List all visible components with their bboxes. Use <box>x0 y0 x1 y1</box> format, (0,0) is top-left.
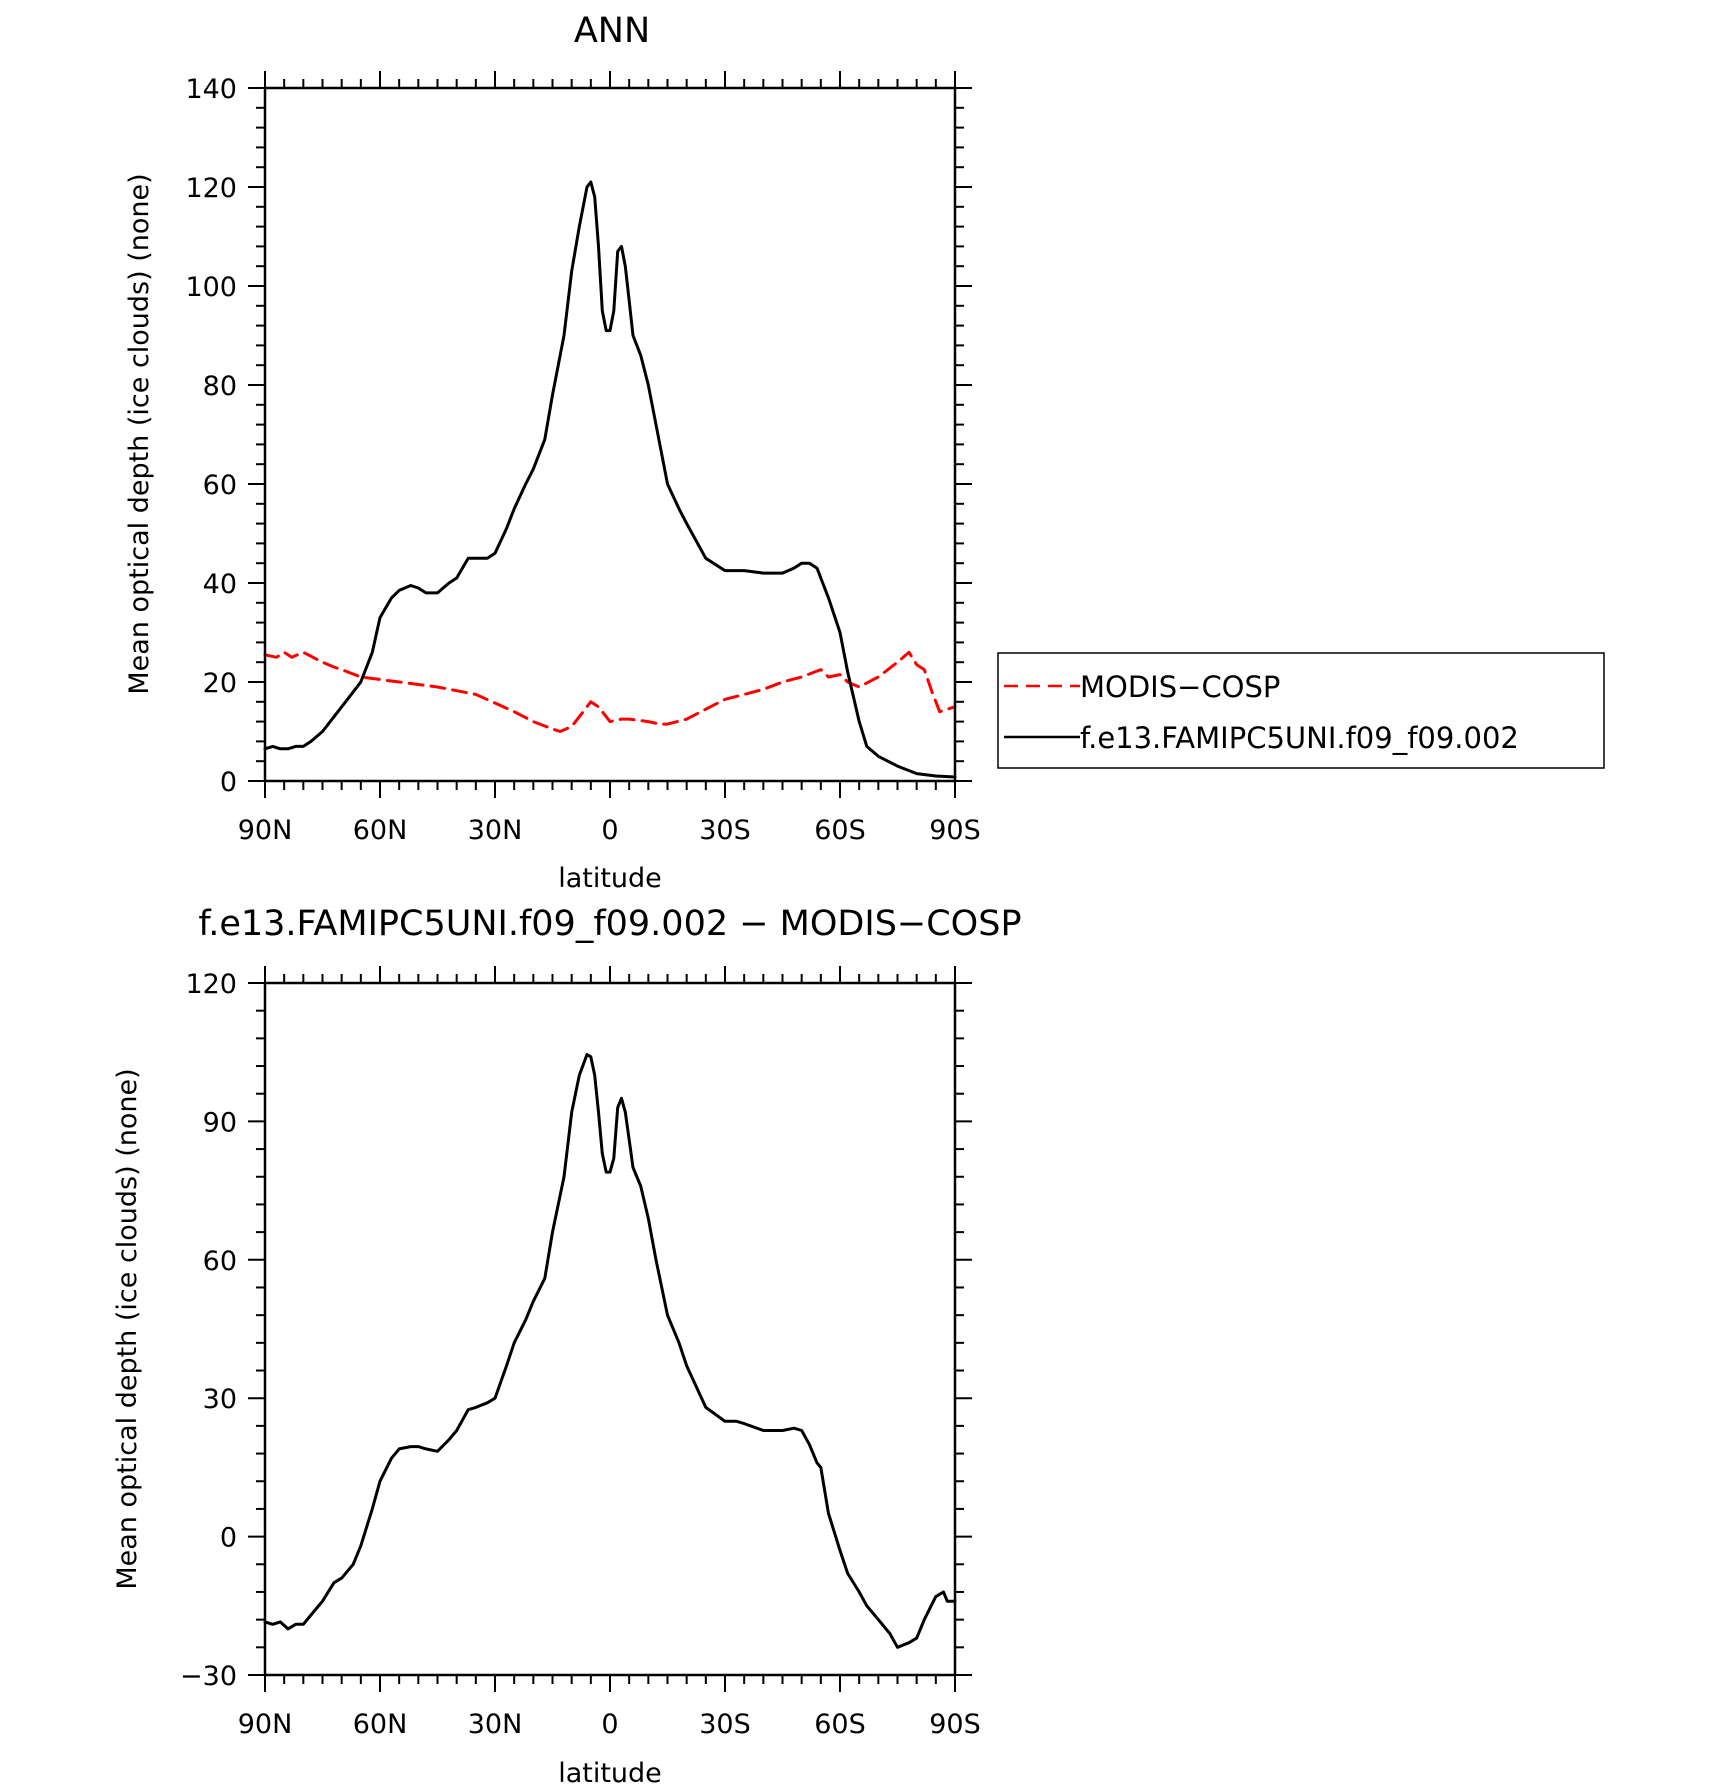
y-tick-label: 0 <box>220 767 237 798</box>
y-tick-label: 30 <box>203 1384 237 1415</box>
x-tick-label: 30S <box>699 1709 751 1740</box>
plot-marks <box>263 1053 957 1649</box>
legend-label-model: f.e13.FAMIPC5UNI.f09_f09.002 <box>1080 721 1519 755</box>
y-tick-label: 140 <box>185 74 237 105</box>
x-tick-label: 60S <box>814 1709 866 1740</box>
x-tick-label: 30S <box>699 815 751 846</box>
x-tick-label: 90N <box>238 815 293 846</box>
series-line-model <box>263 1053 957 1649</box>
y-tick-label: 120 <box>185 969 237 1000</box>
x-axis-title: latitude <box>558 863 662 894</box>
y-tick-label: 100 <box>185 272 237 303</box>
x-tick-label: 90S <box>929 1709 981 1740</box>
panel-title: ANN <box>574 11 650 51</box>
y-axis-title: Mean optical depth (ice clouds) (none) <box>124 173 155 694</box>
plot-marks <box>263 180 957 779</box>
x-tick-label: 60S <box>814 815 866 846</box>
y-tick-label: 60 <box>203 1246 237 1277</box>
x-axis-title: latitude <box>558 1758 662 1789</box>
y-tick-label: 40 <box>203 569 237 600</box>
series-line-modis-cosp <box>263 650 957 733</box>
difference-panel: f.e13.FAMIPC5UNI.f09_f09.002 − MODIS−COS… <box>112 904 1022 1789</box>
plot-frame <box>263 981 957 1677</box>
y-tick-label: 60 <box>203 470 237 501</box>
legend-box <box>997 652 1605 769</box>
axis-ticks: 90N 60N 30N 0 30S 60S 90S −30 0 30 60 90 120 <box>180 966 981 1740</box>
x-tick-label: 30N <box>468 815 523 846</box>
annual-mean-panel: ANN 90N 60N 30N 0 30S 60S 90S 0 20 40 60 80 100 120 14… <box>124 11 1605 894</box>
y-axis-title: Mean optical depth (ice clouds) (none) <box>112 1068 143 1589</box>
x-tick-label: 0 <box>601 815 618 846</box>
x-tick-label: 30N <box>468 1709 523 1740</box>
x-tick-label: 60N <box>353 815 408 846</box>
y-tick-label: 90 <box>203 1107 237 1138</box>
y-tick-label: 20 <box>203 668 237 699</box>
series-line-model <box>263 180 957 779</box>
axis-ticks: 90N 60N 30N 0 30S 60S 90S 0 20 40 60 80 100 120 140 <box>185 71 981 846</box>
y-tick-label: 80 <box>203 371 237 402</box>
y-tick-label: −30 <box>180 1661 237 1692</box>
x-tick-label: 90S <box>929 815 981 846</box>
legend-label-modis: MODIS−COSP <box>1080 670 1280 704</box>
x-tick-label: 60N <box>353 1709 408 1740</box>
y-tick-label: 0 <box>220 1523 237 1554</box>
y-tick-label: 120 <box>185 173 237 204</box>
x-tick-label: 90N <box>238 1709 293 1740</box>
x-tick-label: 0 <box>601 1709 618 1740</box>
legend: MODIS−COSP f.e13.FAMIPC5UNI.f09_f09.002 <box>997 652 1605 769</box>
panel-title: f.e13.FAMIPC5UNI.f09_f09.002 − MODIS−COS… <box>198 904 1021 944</box>
